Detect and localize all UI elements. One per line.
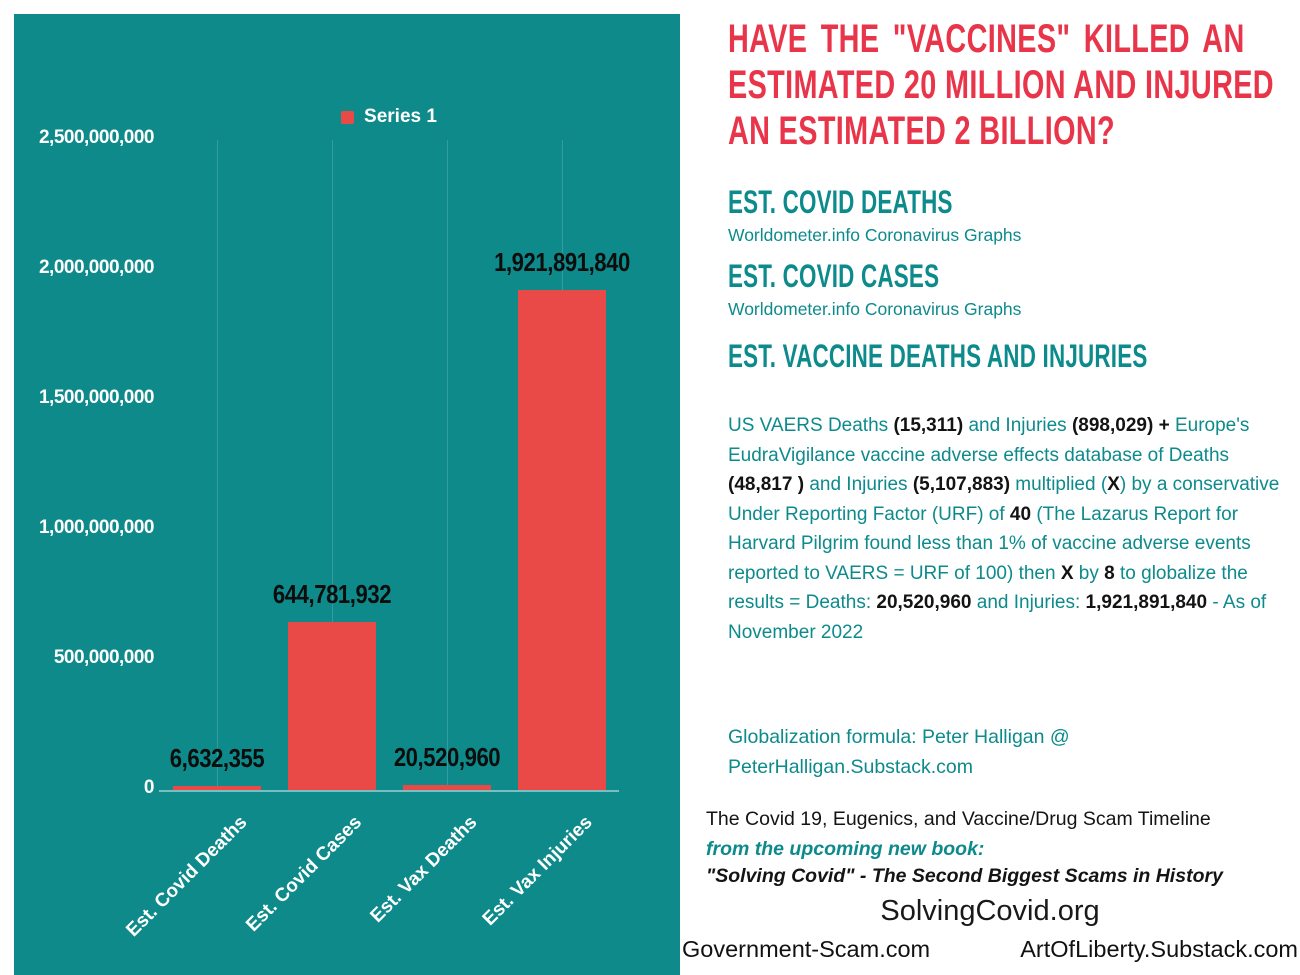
paragraph-segment: multiplied ( xyxy=(1010,474,1108,495)
bar-est-vax-deaths xyxy=(402,785,491,790)
x-category-label: Est. Covid Cases xyxy=(242,812,367,936)
headline-line: HAVE THE "VACCINES" KILLED AN xyxy=(728,17,1245,61)
paragraph-segment: (48,817 ) xyxy=(728,474,805,495)
x-category-label: Est. Covid Deaths xyxy=(122,812,252,942)
bar-est-covid-cases xyxy=(287,622,376,790)
section-source-covid-deaths: Worldometer.info Coronavirus Graphs xyxy=(728,225,1022,245)
paragraph-segment: ) by a conservative Under Reporting Fact… xyxy=(728,474,1280,525)
chart-panel: Series 1 0 500,000,000 1,000,000,000 1,500,… xyxy=(14,14,680,975)
site-url: SolvingCovid.org xyxy=(880,895,1100,927)
vertical-gridline xyxy=(216,140,218,790)
paragraph-segment: X xyxy=(1107,474,1120,495)
paragraph-segment: and Injuries: xyxy=(971,592,1086,613)
legend-label: Series 1 xyxy=(364,106,437,127)
paragraph-segment: by xyxy=(1073,562,1105,584)
x-category-label: Est. Vax Deaths xyxy=(366,812,482,927)
paragraph-segment: (5,107,883) xyxy=(912,474,1011,495)
y-tick-label: 500,000,000 xyxy=(53,647,155,668)
footer-links: Government-Scam.com ArtOfLiberty.Substac… xyxy=(682,936,1298,963)
paragraph-segment: X xyxy=(1060,562,1074,584)
footer-link-artofliberty: ArtOfLiberty.Substack.com xyxy=(1020,936,1298,962)
y-tick-label: 1,000,000,000 xyxy=(38,517,155,538)
legend-swatch-icon xyxy=(341,110,355,124)
section-heading-covid-cases: EST. COVID CASES xyxy=(728,258,940,294)
paragraph-segment: Europe's EudraVigilance vaccine adverse … xyxy=(728,415,1250,466)
y-tick-label: 2,500,000,000 xyxy=(38,127,155,148)
paragraph-segment: 8 xyxy=(1104,562,1115,584)
footer-link-government-scam: Government-Scam.com xyxy=(682,936,931,962)
bar-value-label: 6,632,355 xyxy=(169,743,264,773)
info-column: HAVE THE "VACCINES" KILLED AN ESTIMATED … xyxy=(680,0,1300,975)
bar-value-label: 644,781,932 xyxy=(272,579,391,609)
paragraph-segment: and Injuries xyxy=(963,415,1072,436)
paragraph-segment: 40 xyxy=(1009,503,1032,525)
y-axis: 0 500,000,000 1,000,000,000 1,500,000,000 2,… xyxy=(14,14,155,975)
paragraph-segment: + xyxy=(1158,415,1170,436)
paragraph-segment: - As of November 2022 xyxy=(728,592,1267,643)
bar-value-label: 1,921,891,840 xyxy=(493,247,630,277)
vaers-paragraph: US VAERS Deaths (15,311) and Injuries (8… xyxy=(728,411,1293,647)
x-category-label: Est. Vax Injuries xyxy=(478,812,597,930)
section-heading-covid-deaths: EST. COVID DEATHS xyxy=(728,184,953,220)
paragraph-segment: (898,029) xyxy=(1071,415,1154,436)
y-tick-label: 2,000,000,000 xyxy=(38,257,155,278)
bar-est-vax-injuries xyxy=(517,290,606,790)
bar-est-covid-deaths xyxy=(172,786,261,790)
headline: HAVE THE "VACCINES" KILLED AN ESTIMATED … xyxy=(728,16,1296,154)
paragraph-segment: and Injuries xyxy=(804,474,913,495)
x-axis: Est. Covid Deaths Est. Covid Cases Est. Va… xyxy=(14,802,680,975)
paragraph-segment: to globalize the results = Deaths: xyxy=(728,562,1248,614)
paragraph-segment: (The Lazarus Report for Harvard Pilgrim … xyxy=(728,503,1251,584)
book-intro-line: from the upcoming new book: xyxy=(706,838,985,860)
headline-line: AN ESTIMATED 2 BILLION? xyxy=(728,109,1115,153)
globalization-note: Globalization formula: Peter Halligan @ … xyxy=(728,726,1070,778)
paragraph-segment: (15,311) xyxy=(893,415,964,436)
headline-line: ESTIMATED 20 MILLION AND INJURED xyxy=(728,63,1274,107)
section-source-covid-cases: Worldometer.info Coronavirus Graphs xyxy=(728,299,1022,319)
paragraph-segment: 20,520,960 xyxy=(876,592,972,613)
bar-value-label: 20,520,960 xyxy=(393,742,500,772)
vertical-gridline xyxy=(331,140,333,790)
y-tick-label: 1,500,000,000 xyxy=(38,387,155,408)
book-title: "Solving Covid" - The Second Biggest Sca… xyxy=(706,865,1223,887)
paragraph-segment: 1,921,891,840 xyxy=(1085,592,1208,613)
y-tick-label: 0 xyxy=(143,777,155,798)
timeline-line: The Covid 19, Eugenics, and Vaccine/Drug… xyxy=(706,808,1211,830)
source-sections: EST. COVID DEATHS Worldometer.info Coron… xyxy=(728,184,1293,374)
section-heading-vaccine-deaths-injuries: EST. VACCINE DEATHS AND INJURIES xyxy=(728,338,1148,374)
vertical-gridline xyxy=(446,140,448,790)
plot-area: 6,632,355 644,781,932 20,520,960 1,921,891,… xyxy=(159,140,630,792)
paragraph-segment: US VAERS Deaths xyxy=(728,415,894,436)
chart-legend: Series 1 xyxy=(159,106,619,128)
